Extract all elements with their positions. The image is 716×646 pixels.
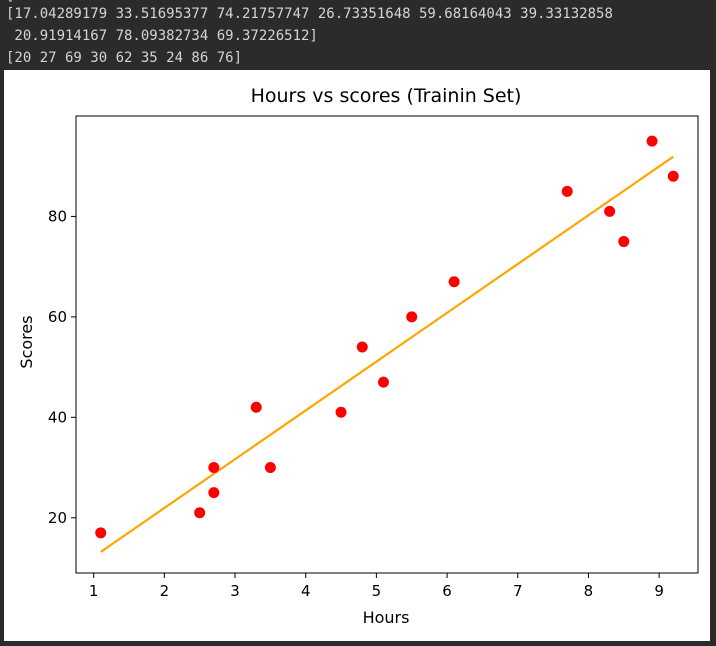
x-axis-label: Hours: [363, 608, 410, 627]
console-line-3: [20 27 69 30 62 35 24 86 76]: [6, 50, 243, 66]
data-point: [356, 341, 368, 353]
console-line-1: [17.04289179 33.51695377 74.21757747 26.…: [6, 6, 613, 22]
y-tick-label: 80: [48, 207, 67, 225]
data-point: [406, 311, 418, 323]
data-point: [250, 401, 262, 413]
data-point: [335, 406, 347, 418]
y-tick-label: 60: [48, 308, 67, 326]
data-point: [377, 376, 389, 388]
x-tick-label: 2: [160, 582, 170, 600]
y-axis-label: Scores: [17, 315, 36, 368]
x-tick-label: 9: [654, 582, 664, 600]
plot-area: 1 2 3 4 5 6 7 8 9 20 40 60 80: [48, 115, 699, 600]
data-point: [264, 462, 276, 474]
chart-title: Hours vs scores (Trainin Set): [251, 85, 522, 107]
console-line-2: 20.91914167 78.09382734 69.37226512]: [6, 28, 318, 44]
y-tick-label: 40: [48, 408, 67, 426]
y-tick-label: 20: [48, 509, 67, 527]
data-point: [618, 236, 630, 248]
x-tick-label: 4: [301, 582, 311, 600]
data-point: [448, 276, 460, 288]
figure-canvas: Hours vs scores (Trainin Set) Hours Scor…: [4, 70, 710, 641]
data-point: [646, 135, 658, 147]
x-tick-label: 5: [372, 582, 382, 600]
data-point: [194, 507, 206, 519]
console-output: [ [17.04289179 33.51695377 74.21757747 2…: [0, 0, 716, 72]
regression-line: [100, 155, 674, 553]
x-tick-label: 7: [513, 582, 523, 600]
x-tick-label: 6: [442, 582, 452, 600]
data-point: [95, 527, 107, 539]
data-point: [667, 170, 679, 182]
axes-frame: [75, 115, 699, 574]
data-point: [208, 487, 220, 499]
data-point: [208, 462, 220, 474]
x-tick-label: 8: [584, 582, 594, 600]
data-point: [604, 205, 616, 217]
x-tick-label: 3: [230, 582, 240, 600]
scatter-chart: Hours vs scores (Trainin Set) Hours Scor…: [17, 85, 699, 627]
console-line-partial: [: [6, 0, 14, 5]
data-point: [561, 185, 573, 197]
x-tick-label: 1: [89, 582, 99, 600]
